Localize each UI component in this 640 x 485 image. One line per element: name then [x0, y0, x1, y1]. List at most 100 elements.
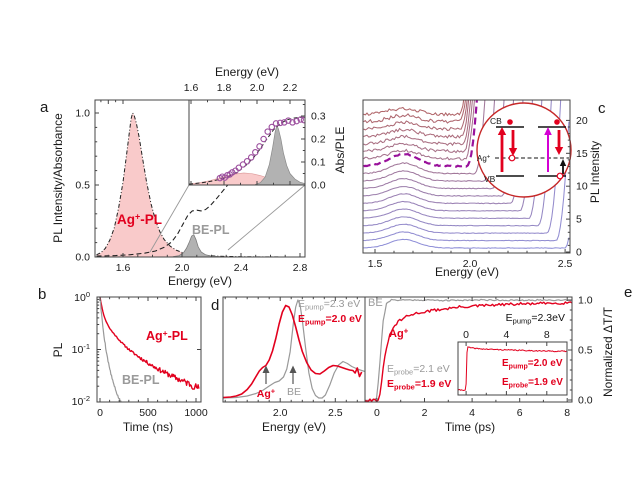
panel-c-frame: [362, 99, 571, 254]
be-peak-arrowhead: [289, 365, 297, 373]
panel-c-x-axis-title: Energy (eV): [435, 265, 499, 279]
panel-a-inset-frame: [188, 99, 306, 186]
series-TA-pump-2.3: [223, 299, 365, 399]
tick-label: 1.0: [578, 295, 593, 307]
tick-label: 8: [544, 329, 550, 341]
panel-d-kinetics-x-axis-title: Time (ps): [445, 420, 495, 434]
series-rise-pump-2.0: [458, 346, 567, 391]
relax-down-arrowhead-left: [508, 148, 518, 156]
be-peak-label: BE: [287, 386, 301, 398]
pl-spectrum-curve: [363, 100, 496, 183]
tick-label: 4: [469, 407, 475, 419]
inset-connector-line-left: [149, 184, 190, 253]
data-point-PLE: [276, 119, 284, 127]
data-point-PLE: [268, 123, 276, 131]
tick-label: 4: [503, 329, 509, 341]
data-point-PLE: [272, 120, 280, 127]
probe-up-arrowhead: [544, 127, 552, 135]
panel-a-y-axis-title: PL Intensity/Absorbance: [51, 113, 65, 243]
pl-spectrum-curve: [363, 100, 524, 205]
panel-e-inset-plot-area: [458, 346, 567, 391]
probe-1.9-label: Eprobe=1.9 eV: [387, 378, 451, 392]
pl-spectrum-curve: [363, 100, 473, 154]
panel-a-x-axis-title: Energy (eV): [168, 274, 232, 288]
panel-label-c: c: [598, 100, 606, 117]
ag-level-label: Ag+: [477, 154, 491, 163]
panel-label-a: a: [40, 99, 49, 116]
tick-label: 2.0: [273, 407, 288, 419]
pl-spectrum-curve: [363, 100, 515, 197]
ag-trace-label: Ag+: [389, 327, 409, 341]
tick-label: 2.0: [463, 258, 478, 270]
tick-label: 2.8: [293, 262, 308, 274]
inset-pump-2.0-label: Epump=2.0 eV: [502, 358, 563, 370]
panel-a-inset-top-axis-title: Energy (eV): [215, 65, 279, 79]
ag-peak-label: Ag+: [257, 387, 276, 401]
data-point-PLE: [235, 164, 243, 172]
tick-label: 10: [576, 181, 588, 193]
tick-label: 500: [139, 407, 157, 419]
panel-d-kinetics-plot-area: [365, 298, 572, 402]
panel-c-plot-area: [363, 100, 570, 249]
trap-fill-arrowhead: [559, 159, 567, 166]
inset-connector-line-right: [227, 184, 306, 251]
tick-label: 2.0: [175, 262, 190, 274]
tick-label: 1.5: [368, 258, 383, 270]
pl-spectrum-curve: [363, 100, 543, 220]
hole-dot-trap: [508, 154, 516, 162]
vb-label: VB: [484, 174, 496, 184]
cb-label: CB: [490, 116, 502, 126]
panel-c-right-axis-title: PL Intensity: [588, 141, 602, 203]
tick-label: 0.2: [311, 134, 326, 146]
series-Ag+-PL-fill: [96, 113, 305, 257]
inset-probe-1.9-label: Eprobe=1.9 eV: [502, 377, 563, 389]
panel-a-inset-right-axis-title: Abs/PLE: [333, 127, 347, 174]
tick-label: 0.5: [75, 180, 90, 192]
data-point-PLE: [300, 116, 305, 124]
be-trace-label: BE: [368, 297, 383, 309]
relax-down-arrowhead-right: [554, 147, 564, 155]
data-point-PLE: [247, 154, 255, 161]
tick-label: 0.0: [75, 252, 90, 264]
tick-label: 0.3: [311, 111, 326, 123]
tick-label: 2.4: [234, 262, 249, 274]
ag-peak-arrowhead: [262, 365, 270, 373]
data-point-PLE: [297, 116, 304, 123]
electron-dot-left: [507, 119, 513, 125]
pl-spectrum-curve: [363, 100, 465, 117]
panel-label-d: d: [211, 297, 219, 314]
panel-b-x-axis-title: Time (ns): [123, 420, 173, 434]
tick-label: 0: [576, 247, 582, 259]
panel-label-b: b: [38, 286, 46, 303]
electron-dot-right: [554, 119, 560, 125]
tick-label: 1.6: [116, 262, 131, 274]
tick-label: 15: [576, 148, 588, 160]
pl-spectrum-curve: [363, 100, 472, 147]
data-point-PLE: [228, 169, 236, 176]
pump-up-arrowhead: [497, 127, 507, 135]
pl-spectrum-curve: [363, 100, 486, 175]
panel-label-e: e: [624, 284, 632, 301]
tick-label: 2.5: [558, 258, 573, 270]
panel-e-inset-frame: [457, 341, 568, 396]
panel-b-ytick-3: 10-2: [72, 394, 90, 408]
panel-b-ytick-1: 100: [74, 290, 90, 304]
panel-e-right-axis-title: Normalized ΔT/T: [601, 306, 615, 397]
tick-label: 0: [463, 329, 469, 341]
tick-label: 2.5: [328, 407, 343, 419]
data-point-PLE: [264, 128, 271, 135]
pl-spectrum-curve: [363, 100, 466, 124]
pl-spectrum-curve: [363, 100, 475, 161]
pl-spectrum-curve: [363, 100, 562, 234]
pl-spectrum-curve: [363, 100, 533, 212]
panel-b-y-axis-title: PL: [51, 342, 65, 357]
data-point-PLE: [289, 119, 296, 126]
tick-label: 5: [576, 214, 582, 226]
pl-spectrum-curve: [363, 237, 570, 249]
tick-label: 0.5: [578, 345, 593, 357]
probe-2.1-label: Eprobe=2.1 eV: [387, 363, 450, 377]
pl-spectrum-curve: [363, 100, 552, 227]
ag-pl-annotation-b: Ag+-PL: [146, 328, 188, 343]
pl-spectrum-curve: [363, 121, 570, 242]
